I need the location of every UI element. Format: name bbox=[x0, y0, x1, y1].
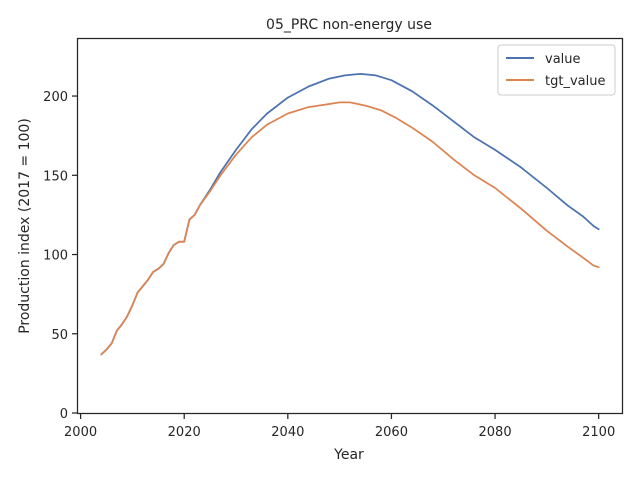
y-tick-label: 50 bbox=[51, 328, 68, 343]
y-tick-label: 150 bbox=[43, 169, 68, 184]
series-lines bbox=[100, 73, 600, 356]
x-tick-label: 2000 bbox=[64, 425, 97, 440]
x-axis: 2000 2020 2040 2060 2080 2100 bbox=[64, 413, 615, 440]
x-tick-label: 2040 bbox=[271, 425, 304, 440]
legend: value tgt_value bbox=[497, 44, 616, 96]
y-axis-label: Production index (2017 = 100) bbox=[17, 118, 33, 334]
y-axis: 0 50 100 150 200 bbox=[43, 90, 78, 422]
y-tick-label: 200 bbox=[43, 90, 68, 105]
series-line-value bbox=[100, 73, 600, 356]
x-axis-label: Year bbox=[333, 447, 364, 463]
series-line-tgt-value bbox=[100, 101, 600, 356]
x-tick-label: 2080 bbox=[479, 425, 512, 440]
y-tick-label: 100 bbox=[43, 249, 68, 264]
legend-label-value: value bbox=[545, 52, 581, 67]
x-tick-label: 2060 bbox=[375, 425, 408, 440]
x-tick-label: 2100 bbox=[582, 425, 615, 440]
plot-frame bbox=[76, 37, 624, 415]
chart-title: 05_PRC non-energy use bbox=[266, 17, 432, 33]
x-tick-label: 2020 bbox=[168, 425, 201, 440]
y-tick-label: 0 bbox=[60, 407, 68, 422]
legend-label-tgt-value: tgt_value bbox=[545, 74, 605, 89]
